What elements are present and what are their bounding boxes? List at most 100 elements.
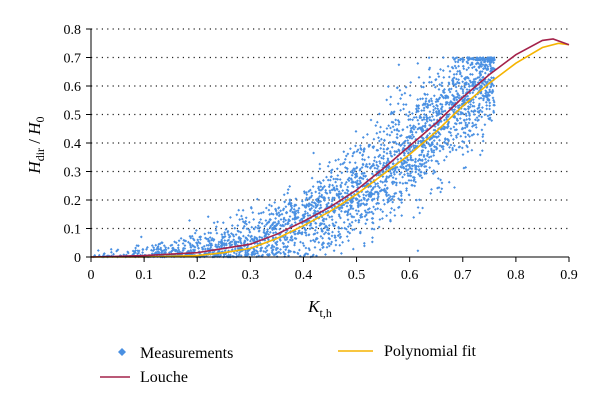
measurement-point <box>432 108 436 112</box>
measurement-point <box>188 219 191 222</box>
measurement-point <box>326 178 330 182</box>
measurement-point <box>432 135 436 139</box>
measurement-point <box>346 201 350 205</box>
measurement-point <box>377 155 381 159</box>
measurement-point <box>348 147 352 151</box>
measurement-point <box>321 236 325 240</box>
measurement-point <box>434 110 438 113</box>
measurement-point <box>432 139 436 143</box>
measurement-point <box>227 238 231 242</box>
measurement-point <box>109 250 113 254</box>
measurement-point <box>419 128 423 132</box>
x-axis-label: Kt,h <box>307 297 332 320</box>
measurement-point <box>400 161 404 165</box>
measurement-point <box>188 242 192 246</box>
measurement-point <box>470 66 474 70</box>
measurement-point <box>372 205 376 209</box>
measurement-point <box>371 162 375 166</box>
measurement-point <box>282 193 286 197</box>
measurement-point <box>447 82 451 86</box>
measurement-point <box>472 57 476 61</box>
measurement-point <box>309 195 313 199</box>
measurement-point <box>342 150 346 154</box>
measurement-point <box>216 220 220 224</box>
measurement-point <box>166 246 170 250</box>
measurement-point <box>365 202 369 206</box>
measurement-point <box>347 239 350 243</box>
measurement-point <box>136 252 139 256</box>
measurement-point <box>337 230 341 234</box>
measurement-point <box>488 90 492 94</box>
measurement-point <box>329 171 333 175</box>
measurement-point <box>426 102 430 106</box>
measurement-point <box>465 68 469 72</box>
measurement-point <box>351 180 355 184</box>
measurement-point <box>203 247 207 251</box>
measurement-point <box>109 247 113 251</box>
measurement-point <box>419 139 422 143</box>
measurement-point <box>264 219 268 222</box>
measurement-point <box>405 187 409 190</box>
measurement-point <box>268 230 272 234</box>
measurement-point <box>362 244 366 248</box>
measurement-point <box>448 145 451 149</box>
measurement-point <box>431 111 435 115</box>
measurement-point <box>404 164 408 168</box>
measurement-point <box>181 248 185 252</box>
measurement-point <box>409 80 413 84</box>
measurement-point <box>263 224 267 228</box>
measurement-point <box>336 234 340 237</box>
measurement-point <box>492 61 496 65</box>
legend: Measurements Louche Polynomial fit <box>100 343 477 386</box>
measurement-point <box>252 250 256 254</box>
measurement-point <box>407 148 411 152</box>
measurement-point <box>462 58 466 62</box>
measurement-point <box>317 191 321 195</box>
measurement-point <box>334 220 338 224</box>
measurement-point <box>300 230 304 234</box>
y-tick-label: 0.6 <box>64 80 82 95</box>
measurement-point <box>351 207 355 211</box>
measurement-point <box>409 134 413 138</box>
measurement-point <box>223 234 227 238</box>
measurement-point <box>484 100 488 104</box>
measurement-point <box>379 179 383 183</box>
measurement-point <box>159 248 163 252</box>
measurement-point <box>385 186 389 190</box>
measurement-point <box>307 246 311 250</box>
measurement-point <box>417 106 421 110</box>
measurement-point <box>331 230 334 234</box>
measurement-point <box>409 157 413 161</box>
measurement-point <box>320 222 324 226</box>
measurement-point <box>439 190 443 194</box>
measurement-point <box>379 137 383 141</box>
measurement-point <box>420 126 424 130</box>
measurement-point <box>409 171 412 175</box>
measurement-point <box>379 125 383 129</box>
measurement-point <box>452 144 456 148</box>
measurement-point <box>357 199 361 203</box>
measurement-point <box>420 109 424 113</box>
measurement-point <box>239 230 243 234</box>
measurement-point <box>487 56 491 60</box>
measurement-point <box>267 243 271 247</box>
measurement-point <box>311 185 315 189</box>
measurement-point <box>440 127 444 130</box>
measurement-point <box>298 219 302 223</box>
measurement-point <box>224 242 228 246</box>
measurement-point <box>491 96 495 100</box>
measurement-point <box>446 114 450 118</box>
measurement-point <box>254 249 258 253</box>
measurement-point <box>363 214 367 218</box>
measurement-point <box>402 103 406 106</box>
measurement-point <box>391 162 395 166</box>
measurement-point <box>415 104 419 108</box>
measurement-point <box>432 145 436 149</box>
y-tick-label: 0.4 <box>64 137 82 152</box>
measurement-point <box>274 248 278 252</box>
measurement-point <box>469 103 473 106</box>
measurement-point <box>197 240 200 244</box>
measurement-point <box>240 214 243 218</box>
measurement-point <box>480 70 484 73</box>
